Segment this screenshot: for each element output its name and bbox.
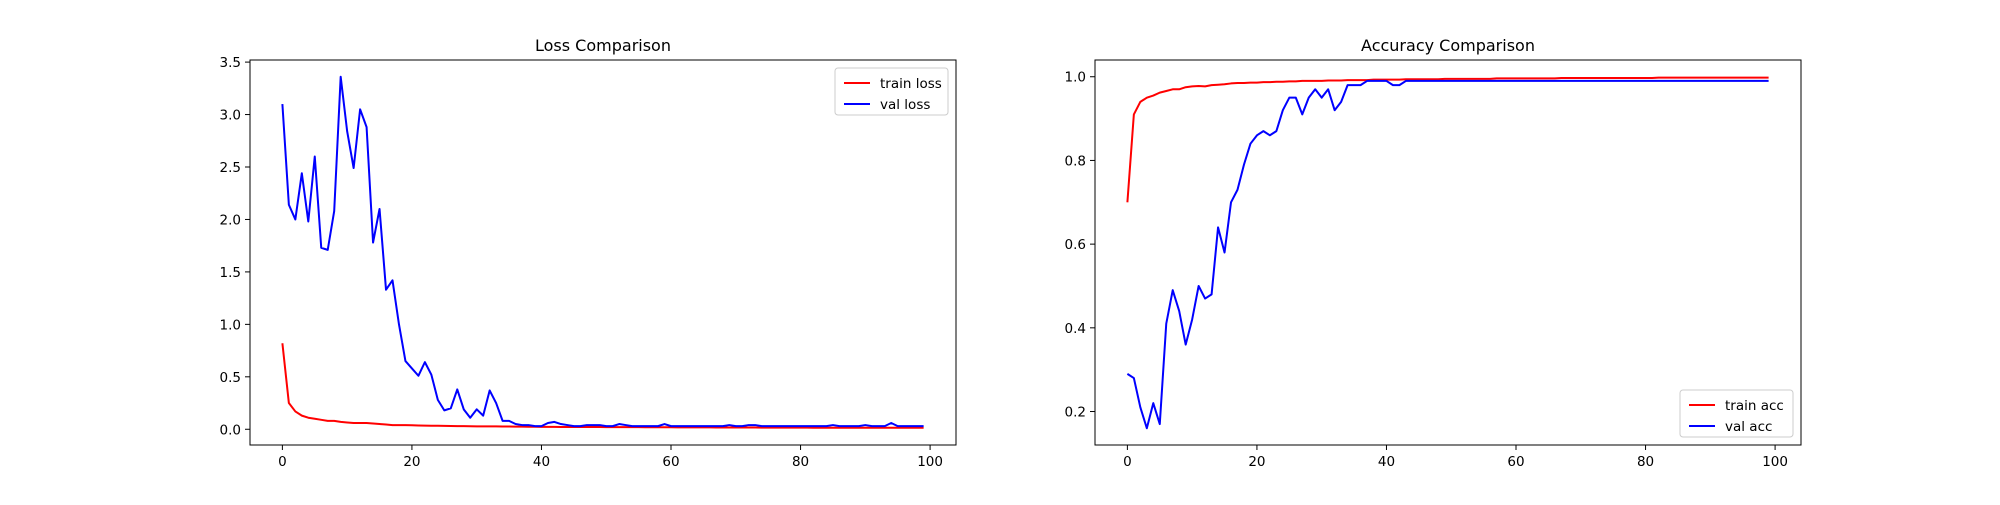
y-tick-label: 0.2	[1065, 405, 1086, 421]
legend: train acc val acc	[1679, 389, 1794, 438]
y-tick-label: 0.4	[1065, 321, 1086, 337]
y-tick-label: 1.5	[220, 265, 241, 281]
series-line-val-acc	[1126, 79, 1769, 430]
y-tick-label: 2.5	[220, 160, 241, 176]
x-tick-label: 80	[1637, 454, 1654, 470]
y-tick-label: 0.8	[1065, 153, 1086, 169]
x-tick-label: 80	[792, 454, 809, 470]
x-tick-label: 20	[1248, 454, 1265, 470]
chart-panel-2: Accuracy Comparison 0 20 40 60 80 100 0.2 0.4 0.6…	[1065, 36, 1802, 470]
x-tick-label: 0	[278, 454, 287, 470]
x-tick-label: 60	[662, 454, 679, 470]
y-tick-label: 1.0	[220, 317, 241, 333]
x-tick-label: 100	[917, 454, 943, 470]
plot-frame	[1094, 59, 1802, 446]
y-tick-label: 3.0	[220, 108, 241, 124]
chart-title: Loss Comparison	[535, 36, 671, 55]
y-tick-label: 3.5	[220, 55, 241, 71]
legend-label: val loss	[880, 97, 930, 113]
legend: train loss val loss	[834, 67, 949, 116]
y-tick-label: 0.5	[220, 370, 241, 386]
y-tick-label: 1.0	[1065, 70, 1086, 86]
x-tick-label: 20	[403, 454, 420, 470]
series-line-val-loss	[281, 75, 924, 428]
chart-title: Accuracy Comparison	[1361, 36, 1535, 55]
series-line-train-loss	[281, 343, 924, 429]
y-tick-label: 0.6	[1065, 237, 1086, 253]
x-tick-label: 0	[1123, 454, 1132, 470]
x-tick-label: 60	[1507, 454, 1524, 470]
y-tick-label: 2.0	[220, 212, 241, 228]
legend-label: val acc	[1725, 419, 1772, 435]
x-tick-label: 100	[1762, 454, 1788, 470]
series-line-train-acc	[1126, 76, 1769, 203]
legend-label: train loss	[880, 76, 942, 92]
y-tick-label: 0.0	[220, 422, 241, 438]
x-tick-label: 40	[1378, 454, 1395, 470]
chart-panel-1: Loss Comparison 0 20 40 60 80 100 0.0 0.5 1.0 1.5 2…	[220, 36, 957, 470]
plot-frame	[249, 59, 957, 446]
x-tick-label: 40	[533, 454, 550, 470]
legend-label: train acc	[1725, 398, 1784, 414]
